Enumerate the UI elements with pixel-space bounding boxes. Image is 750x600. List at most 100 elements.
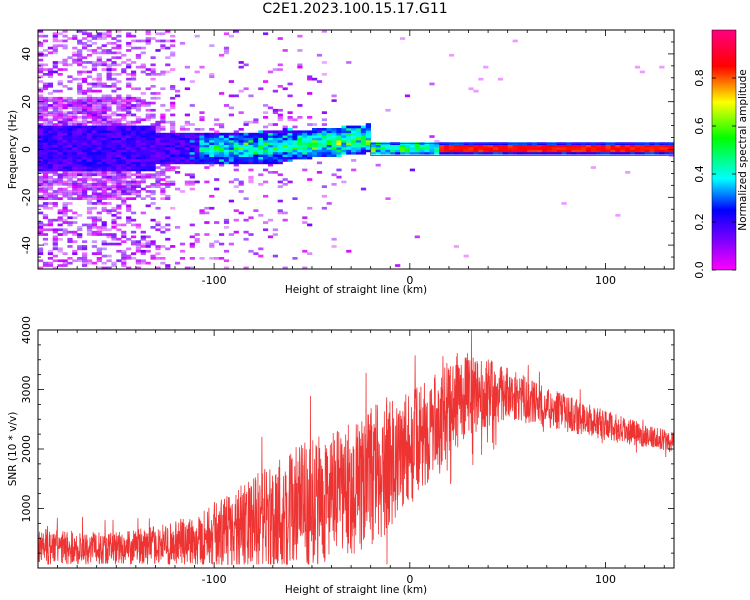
heatmap-cell	[165, 39, 171, 43]
heatmap-cell	[116, 166, 122, 169]
heatmap-cell	[38, 51, 44, 55]
heatmap-cell	[219, 139, 225, 143]
heatmap-cell	[351, 125, 357, 129]
heatmap-cell	[165, 135, 171, 138]
heatmap-cell	[199, 116, 205, 119]
heatmap-cell	[106, 70, 112, 74]
heatmap-cell	[135, 240, 141, 243]
heatmap-cell	[277, 209, 283, 212]
heatmap-cell	[600, 149, 606, 153]
heatmap-cell	[145, 135, 151, 138]
heatmap-cell	[62, 233, 68, 236]
heatmap-cell	[194, 128, 200, 131]
heatmap-cell	[57, 106, 63, 110]
heatmap-cell	[38, 125, 44, 129]
heatmap-cell	[199, 161, 205, 165]
heatmap-cell	[38, 53, 44, 57]
heatmap-cell	[233, 218, 239, 222]
heatmap-cell	[52, 65, 58, 69]
heatmap-cell	[346, 130, 352, 134]
heatmap-cell	[669, 151, 674, 155]
heatmap-cell	[52, 108, 58, 112]
heatmap-cell	[116, 39, 122, 43]
heatmap-cell	[493, 147, 499, 150]
heatmap-cell	[111, 137, 117, 141]
heatmap-cell	[179, 242, 186, 246]
heatmap-cell	[473, 89, 479, 93]
heatmap-cell	[537, 147, 543, 150]
heatmap-cell	[140, 101, 146, 105]
heatmap-cell	[72, 249, 78, 253]
heatmap-cell	[96, 132, 102, 136]
heatmap-cell	[150, 242, 156, 246]
heatmap-cell	[326, 149, 332, 153]
heatmap-cell	[429, 147, 435, 150]
heatmap-cell	[116, 216, 122, 220]
heatmap-cell	[556, 149, 562, 153]
heatmap-cell	[106, 149, 112, 153]
heatmap-cell	[82, 46, 88, 50]
heatmap-cell	[121, 192, 127, 196]
heatmap-cell	[302, 142, 308, 145]
heatmap-cell	[57, 183, 63, 186]
heatmap-cell	[96, 147, 102, 150]
heatmap-cell	[106, 178, 112, 181]
heatmap-cell	[160, 113, 166, 117]
heatmap-cell	[67, 87, 73, 91]
heatmap-cell	[47, 113, 53, 117]
heatmap-cell	[307, 149, 313, 153]
heatmap-cell	[209, 163, 215, 167]
heatmap-cell	[272, 68, 278, 71]
heatmap-cell	[453, 144, 459, 148]
heatmap-cell	[47, 264, 53, 267]
heatmap-cell	[67, 154, 73, 157]
heatmap-cell	[321, 144, 327, 148]
heatmap-cell	[91, 168, 97, 172]
heatmap-cell	[62, 211, 68, 215]
heatmap-cell	[395, 149, 401, 153]
heatmap-cell	[331, 147, 337, 150]
heatmap-cell	[121, 175, 127, 179]
heatmap-cell	[38, 204, 44, 208]
heatmap-cell	[483, 151, 489, 155]
heatmap-cell	[116, 73, 122, 76]
heatmap-cell	[42, 161, 49, 165]
heatmap-cell	[121, 240, 127, 243]
heatmap-cell	[77, 147, 83, 150]
heatmap-cell	[233, 147, 239, 150]
heatmap-cell	[233, 94, 239, 98]
heatmap-cell	[395, 144, 401, 148]
heatmap-cell	[126, 168, 132, 172]
heatmap-cell	[331, 151, 337, 155]
heatmap-cell	[228, 159, 234, 162]
heatmap-cell	[610, 144, 616, 148]
heatmap-cell	[175, 154, 181, 157]
heatmap-cell	[307, 135, 313, 138]
heatmap-cell	[116, 156, 122, 160]
heatmap-cell	[209, 161, 215, 165]
heatmap-cell	[140, 261, 146, 265]
heatmap-cell	[47, 202, 53, 205]
heatmap-cell	[267, 161, 274, 165]
heatmap-cell	[551, 144, 557, 148]
heatmap-cell	[165, 108, 171, 112]
heatmap-cell	[639, 70, 645, 74]
heatmap-cell	[267, 106, 274, 110]
heatmap-cell	[52, 130, 58, 134]
heatmap-cell	[91, 163, 97, 167]
heatmap-cell	[116, 242, 122, 246]
heatmap-cell	[532, 149, 538, 153]
heatmap-cell	[170, 151, 176, 155]
heatmap-cell	[233, 159, 239, 162]
heatmap-cell	[189, 123, 195, 126]
heatmap-cell	[493, 151, 499, 155]
heatmap-cell	[263, 159, 269, 162]
heatmap-cell	[77, 233, 83, 236]
heatmap-cell	[625, 149, 631, 153]
heatmap-cell	[42, 85, 49, 88]
heatmap-cell	[155, 132, 161, 136]
heatmap-cell	[365, 142, 371, 145]
heatmap-cell	[106, 135, 112, 138]
heatmap-cell	[449, 151, 455, 155]
heatmap-cell	[160, 137, 166, 141]
